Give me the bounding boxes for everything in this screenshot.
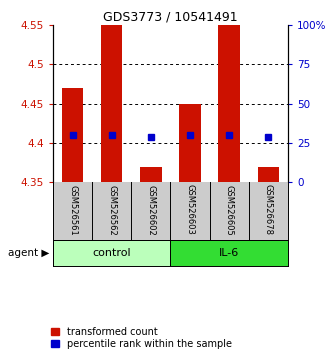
Text: IL-6: IL-6 — [219, 247, 239, 258]
Bar — [53, 240, 170, 266]
Bar — [101, 25, 122, 182]
Text: GSM526678: GSM526678 — [264, 184, 273, 235]
Bar — [170, 240, 288, 266]
Text: GSM526602: GSM526602 — [146, 184, 155, 235]
Bar — [218, 25, 240, 182]
Bar — [258, 167, 279, 182]
Bar — [140, 167, 162, 182]
Text: agent ▶: agent ▶ — [8, 247, 50, 258]
Text: GSM526561: GSM526561 — [68, 184, 77, 235]
Text: control: control — [92, 247, 131, 258]
Bar — [62, 88, 83, 182]
Title: GDS3773 / 10541491: GDS3773 / 10541491 — [103, 11, 238, 24]
Bar — [179, 104, 201, 182]
Text: GSM526562: GSM526562 — [107, 184, 116, 235]
Text: GSM526605: GSM526605 — [225, 184, 234, 235]
Text: GSM526603: GSM526603 — [186, 184, 195, 235]
Legend: transformed count, percentile rank within the sample: transformed count, percentile rank withi… — [51, 327, 232, 349]
